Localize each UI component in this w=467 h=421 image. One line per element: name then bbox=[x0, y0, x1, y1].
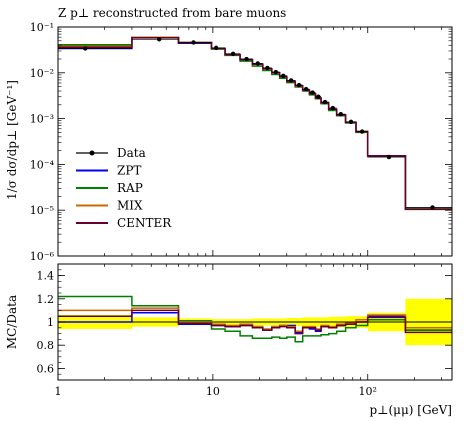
ratio-y-tick-label: 1.4 bbox=[37, 270, 55, 283]
legend-label-zpt: ZPT bbox=[117, 164, 141, 178]
legend-label-rap: RAP bbox=[117, 181, 143, 195]
data-point bbox=[330, 105, 336, 111]
data-point bbox=[156, 37, 162, 42]
legend: Data ZPT RAP MIX CENTER bbox=[76, 146, 172, 230]
ratio-plot-panel: 0.6 0.8 1 1.2 1.4 1 10 10² bbox=[37, 263, 453, 398]
y-tick-label: 10⁻³ bbox=[30, 113, 54, 126]
ratio-line-mix bbox=[58, 307, 452, 333]
data-point bbox=[191, 40, 196, 45]
data-point bbox=[348, 119, 354, 125]
data-point bbox=[338, 111, 344, 117]
main-y-axis-label: 1/σ dσ/dp⊥ [GeV⁻¹] bbox=[5, 80, 19, 200]
data-point bbox=[255, 61, 260, 66]
ratio-line-center bbox=[58, 309, 452, 335]
y-tick-label: 10⁻⁴ bbox=[30, 158, 55, 171]
data-point bbox=[316, 94, 321, 99]
y-tick-label: 10⁻² bbox=[30, 67, 54, 80]
data-point bbox=[296, 82, 302, 88]
data-point bbox=[359, 129, 365, 134]
legend-label-mix: MIX bbox=[117, 199, 143, 213]
ratio-y-tick-label: 0.6 bbox=[37, 362, 55, 375]
data-point bbox=[265, 65, 270, 71]
legend-label-center: CENTER bbox=[117, 216, 172, 230]
data-point bbox=[430, 205, 435, 210]
ratio-line-rap bbox=[58, 295, 452, 343]
data-point bbox=[213, 45, 219, 51]
y-tick-label: 10⁻¹ bbox=[30, 21, 54, 34]
data-point bbox=[386, 154, 392, 160]
y-tick-label: 10⁻⁵ bbox=[30, 204, 54, 217]
data-point bbox=[310, 90, 315, 95]
legend-label-data: Data bbox=[117, 146, 146, 160]
data-point bbox=[322, 99, 328, 105]
data-point bbox=[303, 86, 309, 92]
data-point bbox=[273, 69, 279, 75]
ratio-y-axis-label: MC/Data bbox=[5, 295, 19, 349]
chart-title: Z p⊥ reconstructed from bare muons bbox=[58, 6, 286, 20]
data-point bbox=[244, 56, 249, 62]
series-line-center bbox=[58, 37, 452, 211]
x-axis-label: p⊥(μμ) [GeV] bbox=[370, 403, 452, 417]
ratio-y-tick-label: 1 bbox=[47, 316, 54, 329]
data-point bbox=[230, 51, 236, 56]
x-tick-label: 10 bbox=[206, 385, 220, 398]
x-tick-label: 1 bbox=[55, 385, 62, 398]
main-plot-panel: 10⁻¹ 10⁻² 10⁻³ 10⁻⁴ 10⁻⁵ 10⁻⁶ bbox=[30, 21, 453, 263]
y-tick-label: 10⁻⁶ bbox=[30, 250, 55, 263]
ratio-y-tick-label: 1.2 bbox=[37, 293, 55, 306]
data-point bbox=[83, 46, 88, 51]
main-plot-frame bbox=[57, 26, 453, 257]
data-point bbox=[281, 73, 286, 78]
legend-marker-data bbox=[89, 150, 95, 156]
data-point bbox=[288, 78, 294, 83]
ratio-y-tick-label: 0.8 bbox=[37, 339, 55, 352]
x-tick-label: 10² bbox=[359, 385, 377, 398]
